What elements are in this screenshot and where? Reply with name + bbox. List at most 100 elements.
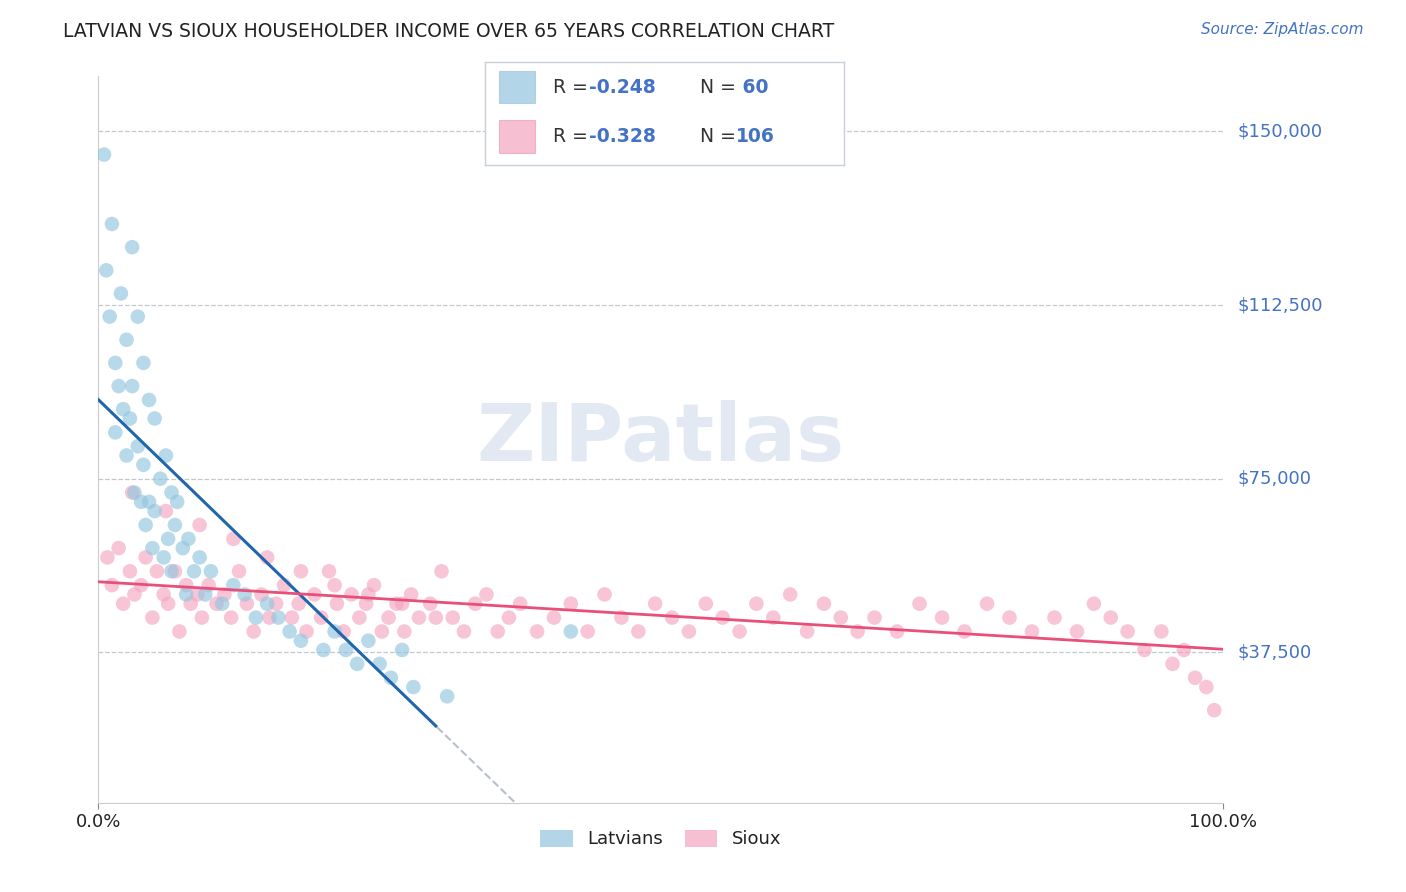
Point <box>498 610 520 624</box>
Point <box>172 541 194 555</box>
Point <box>430 564 453 578</box>
Point <box>188 518 211 533</box>
Point <box>138 495 160 509</box>
Point <box>273 578 295 592</box>
Point <box>486 624 509 639</box>
Point <box>363 578 385 592</box>
Point <box>256 597 278 611</box>
Point <box>110 286 132 301</box>
Text: -0.328: -0.328 <box>589 127 657 145</box>
Point <box>236 597 259 611</box>
Point <box>391 597 413 611</box>
Point <box>96 263 118 277</box>
Point <box>149 472 172 486</box>
Point <box>160 485 183 500</box>
Text: LATVIAN VS SIOUX HOUSEHOLDER INCOME OVER 65 YEARS CORRELATION CHART: LATVIAN VS SIOUX HOUSEHOLDER INCOME OVER… <box>63 22 835 41</box>
Point <box>211 597 233 611</box>
Point <box>124 485 146 500</box>
Point <box>107 379 129 393</box>
Point <box>124 587 146 601</box>
Point <box>141 541 163 555</box>
Point <box>183 564 205 578</box>
Bar <box>499 70 536 103</box>
Point <box>146 564 169 578</box>
Point <box>931 610 953 624</box>
Point <box>1184 671 1206 685</box>
Point <box>1083 597 1105 611</box>
Point <box>1161 657 1184 671</box>
Point <box>115 449 138 463</box>
Text: ZIPatlas: ZIPatlas <box>477 401 845 478</box>
Point <box>143 411 166 425</box>
Point <box>796 624 818 639</box>
Point <box>357 633 380 648</box>
Point <box>186 587 208 601</box>
Point <box>976 597 998 611</box>
Point <box>576 624 599 639</box>
Point <box>627 624 650 639</box>
Point <box>101 578 124 592</box>
Point <box>998 610 1021 624</box>
Point <box>1021 624 1043 639</box>
Point <box>132 458 155 472</box>
Point <box>678 624 700 639</box>
Point <box>368 657 391 671</box>
Point <box>233 587 256 601</box>
Point <box>200 564 222 578</box>
Point <box>152 587 174 601</box>
Text: 106: 106 <box>737 127 775 145</box>
Point <box>357 587 380 601</box>
Point <box>166 495 188 509</box>
Point <box>711 610 734 624</box>
Point <box>155 504 177 518</box>
Point <box>129 578 152 592</box>
Point <box>107 541 129 555</box>
Point <box>127 310 149 324</box>
Point <box>118 411 141 425</box>
Point <box>695 597 717 611</box>
Point <box>953 624 976 639</box>
Point <box>1133 643 1156 657</box>
Point <box>278 624 301 639</box>
Point <box>394 624 416 639</box>
Point <box>425 610 447 624</box>
Point <box>1150 624 1173 639</box>
Point <box>101 217 124 231</box>
Text: N =: N = <box>700 78 742 96</box>
Point <box>464 597 486 611</box>
Point <box>163 518 186 533</box>
Text: Source: ZipAtlas.com: Source: ZipAtlas.com <box>1201 22 1364 37</box>
Point <box>509 597 531 611</box>
Point <box>174 587 197 601</box>
Point <box>762 610 785 624</box>
Point <box>453 624 475 639</box>
Point <box>112 597 135 611</box>
Text: $75,000: $75,000 <box>1237 470 1312 488</box>
Point <box>1204 703 1226 717</box>
Bar <box>499 120 536 153</box>
Point <box>267 610 290 624</box>
Point <box>228 564 250 578</box>
Point <box>135 518 157 533</box>
Point <box>160 564 183 578</box>
Point <box>118 564 141 578</box>
Point <box>543 610 565 624</box>
Text: N =: N = <box>700 127 742 145</box>
Point <box>222 532 245 546</box>
Point <box>177 532 200 546</box>
Point <box>219 610 242 624</box>
Point <box>188 550 211 565</box>
Text: $150,000: $150,000 <box>1237 122 1322 140</box>
Point <box>391 643 413 657</box>
Point <box>112 402 135 417</box>
Point <box>264 597 287 611</box>
Point <box>205 597 228 611</box>
Point <box>104 425 127 440</box>
Point <box>290 564 312 578</box>
Point <box>610 610 633 624</box>
Point <box>385 597 408 611</box>
Point <box>157 597 180 611</box>
Point <box>135 550 157 565</box>
Point <box>335 643 357 657</box>
Point <box>813 597 835 611</box>
